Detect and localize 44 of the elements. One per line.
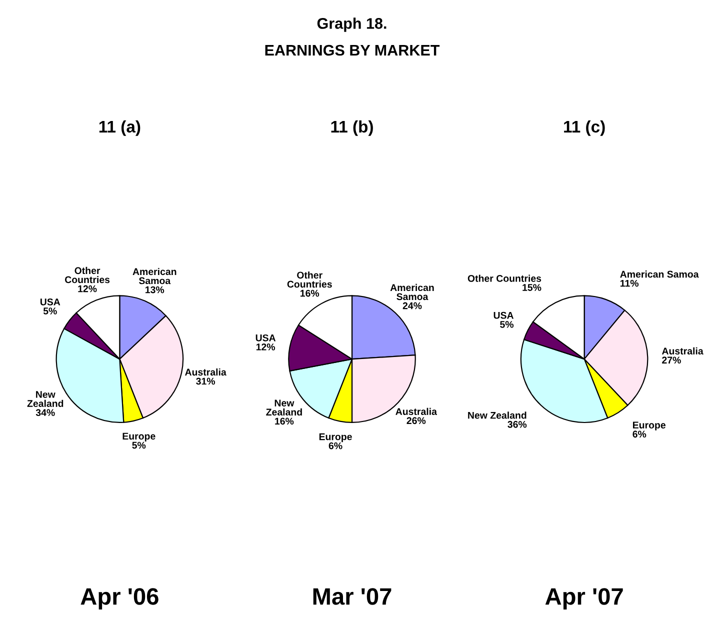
caption: Graph 18.: [317, 18, 386, 32]
data-label: 12%: [256, 344, 276, 350]
data-label: 34%: [36, 409, 55, 416]
data-label: 24%: [402, 302, 422, 310]
slice-label: Australia: [396, 408, 438, 415]
data-label: 12%: [78, 285, 97, 292]
slice-label: Other Countries: [65, 266, 110, 284]
data-label: 6%: [328, 442, 342, 450]
slice-label: New Zealand: [27, 391, 64, 407]
text: EARNINGS BY MARKET: [265, 44, 440, 56]
data-label: 31%: [196, 378, 216, 385]
data-label: 6%: [632, 430, 646, 438]
data-label: 13%: [146, 286, 164, 294]
data-label: 16%: [300, 290, 320, 297]
data-label: 5%: [132, 442, 146, 449]
slice-label: New Zealand: [266, 400, 302, 416]
data-label: 11%: [620, 280, 639, 287]
data-label: 36%: [508, 420, 527, 428]
slice-label: USA: [256, 334, 276, 342]
chart-title: 11 (b): [331, 120, 373, 136]
chart-title: 11 (c): [564, 120, 605, 136]
slice-label: USA: [494, 312, 514, 319]
data-label: 5%: [500, 321, 514, 328]
data-label: 15%: [522, 284, 542, 291]
slice-label: Australia: [185, 368, 226, 376]
text: Mar '07: [313, 588, 392, 605]
slice-label: Europe: [633, 422, 666, 430]
data-label: 27%: [662, 356, 681, 364]
slice-label: Europe: [122, 432, 156, 442]
slice-label: Other Countries: [287, 271, 332, 288]
slice-label: Other Countries: [468, 274, 542, 282]
slice-label: USA: [40, 298, 60, 306]
chart-title: 11 (a): [99, 120, 140, 136]
text: Apr '07: [545, 588, 623, 610]
text: Apr '06: [80, 588, 158, 610]
slice-label: Europe: [319, 433, 352, 442]
data-label: 5%: [43, 308, 57, 314]
data-label: 16%: [275, 418, 294, 425]
data-label: 26%: [406, 417, 426, 424]
slice-label: American Samoa: [620, 270, 699, 278]
slice-label: Australia: [662, 347, 704, 355]
slice-label: American Samoa: [390, 284, 434, 300]
slice-label: American Samoa: [132, 268, 176, 284]
slice-label: New Zealand: [468, 412, 526, 419]
